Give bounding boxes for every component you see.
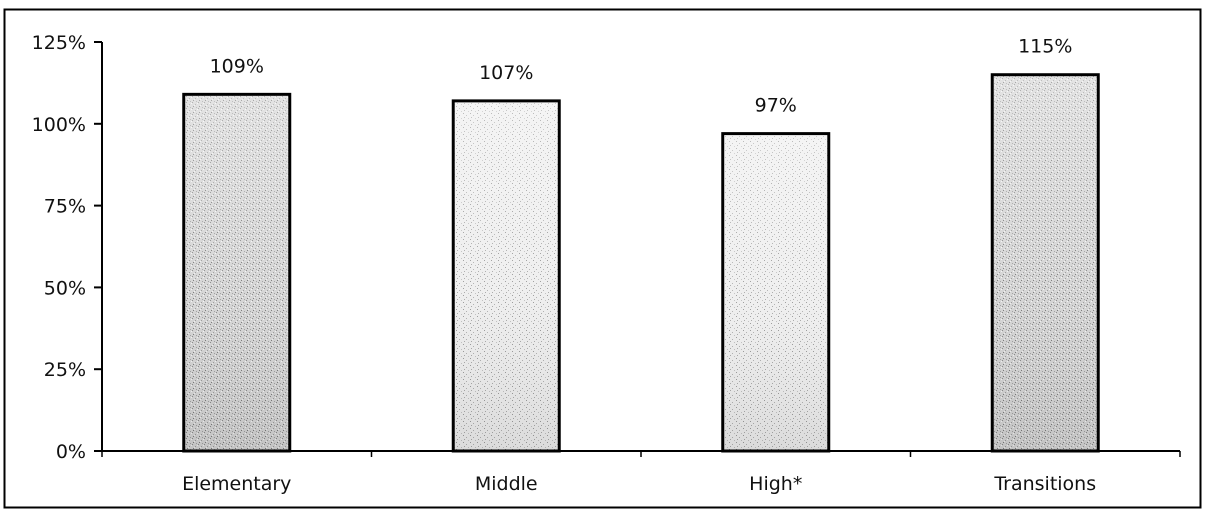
bar-value-label: 97%: [755, 95, 797, 117]
bar-shading: [454, 102, 558, 450]
bar-shading: [724, 135, 828, 450]
bar-value-label: 115%: [1018, 36, 1072, 58]
x-category-label: Middle: [475, 473, 538, 495]
x-axis: Elementary Middle High* Transitions: [101, 450, 1181, 495]
bar-shading: [993, 76, 1097, 450]
bars: 109% 107% 97% 115%: [182, 36, 1100, 453]
bar-value-label: 107%: [479, 62, 533, 84]
y-tick-label: 100%: [32, 114, 86, 136]
y-tick-label: 0%: [56, 441, 86, 463]
x-category-label: Transitions: [993, 473, 1096, 495]
y-axis: 0% 25% 50% 75% 100% 125%: [32, 32, 103, 463]
bar-value-label: 109%: [210, 55, 264, 77]
y-tick-label: 125%: [32, 32, 86, 54]
y-tick-label: 25%: [44, 359, 86, 381]
chart-frame: [3, 8, 1202, 509]
x-category-label: High*: [749, 473, 802, 495]
y-tick-label: 75%: [44, 196, 86, 218]
y-tick-label: 50%: [44, 277, 86, 299]
x-category-label: Elementary: [182, 473, 291, 495]
bar-shading: [185, 95, 289, 450]
